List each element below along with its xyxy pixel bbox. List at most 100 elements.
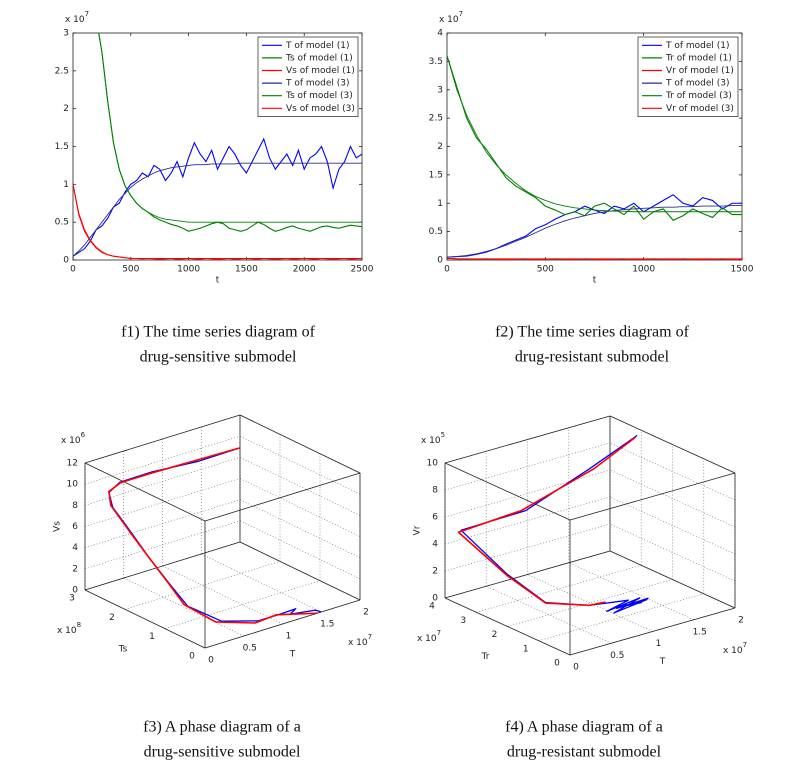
axis-exponent: x 106 bbox=[61, 431, 86, 446]
box-edge bbox=[239, 541, 361, 601]
caption-line: drug-sensitive submodel bbox=[144, 744, 301, 761]
z-tick-label: 12 bbox=[67, 459, 78, 469]
box-edge bbox=[84, 414, 241, 464]
legend-label: Tr of model (1) bbox=[665, 53, 732, 63]
x-tick-label: 2 bbox=[363, 608, 369, 618]
box-edge bbox=[84, 589, 206, 649]
legend-label: T of model (3) bbox=[665, 79, 730, 89]
y-tick-label: 0.5 bbox=[429, 227, 443, 237]
grid-line bbox=[239, 457, 361, 516]
caption-line: f1) The time series diagram of bbox=[121, 324, 316, 341]
exponent-power: 7 bbox=[368, 633, 372, 641]
series-line bbox=[447, 205, 742, 258]
exponent-base: x 10 bbox=[65, 15, 85, 25]
grid-line bbox=[84, 520, 241, 570]
exponent-power: 6 bbox=[81, 431, 86, 439]
x-tick-label: 0 bbox=[208, 656, 214, 666]
legend-label: Tr of model (3) bbox=[665, 91, 732, 101]
legend-label: Ts of model (1) bbox=[285, 53, 353, 63]
grid-line bbox=[609, 496, 736, 555]
grid-line bbox=[123, 577, 244, 637]
box-edge bbox=[204, 599, 361, 649]
grid-line bbox=[84, 456, 241, 506]
exponent-base: x 10 bbox=[723, 646, 743, 656]
exponent-power: 7 bbox=[437, 629, 441, 637]
x-tick-label: 2000 bbox=[293, 265, 316, 275]
x-tick-label: 0.5 bbox=[610, 651, 624, 661]
grid-line bbox=[527, 574, 653, 632]
box-edge bbox=[569, 607, 736, 656]
z-tick-label: 8 bbox=[432, 486, 438, 496]
y-tick-label: 0.5 bbox=[55, 218, 69, 228]
y-axis-label: Tr bbox=[481, 652, 490, 662]
legend-label: Vr of model (3) bbox=[666, 104, 734, 114]
x-tick-label: 1500 bbox=[235, 265, 258, 275]
x-tick-label: 2500 bbox=[351, 265, 374, 275]
z-tick-label: 4 bbox=[432, 540, 438, 550]
y-tick-label: 3 bbox=[460, 616, 466, 626]
exponent-power: 8 bbox=[77, 621, 81, 629]
grid-line bbox=[507, 579, 673, 627]
axis-exponent: x 105 bbox=[421, 431, 445, 446]
y-tick-label: 0 bbox=[437, 256, 443, 266]
x-axis-label: t bbox=[216, 276, 220, 286]
axis-exponent: x 107 bbox=[65, 10, 89, 25]
x-tick-label: 1000 bbox=[632, 265, 655, 275]
grid-line bbox=[162, 565, 283, 625]
legend-label: T of model (1) bbox=[285, 41, 350, 51]
legend-box bbox=[637, 36, 739, 117]
z-tick-label: 10 bbox=[67, 480, 79, 490]
z-tick-label: 10 bbox=[427, 459, 439, 469]
series-line bbox=[447, 257, 742, 260]
grid-line bbox=[609, 523, 736, 582]
box-edge bbox=[84, 541, 241, 591]
caption-line: drug-sensitive submodel bbox=[140, 349, 297, 366]
z-tick-label: 2 bbox=[432, 567, 438, 577]
y-tick-label: 3 bbox=[69, 594, 75, 604]
x-tick-label: 2 bbox=[738, 616, 744, 626]
y-tick-label: 0 bbox=[554, 659, 560, 669]
series-line bbox=[73, 137, 362, 257]
grid-line bbox=[239, 520, 361, 580]
exponent-base: x 10 bbox=[417, 634, 437, 644]
grid-line bbox=[609, 469, 736, 528]
box-edge bbox=[609, 550, 736, 609]
grid-line bbox=[164, 580, 321, 630]
series-line bbox=[447, 55, 742, 221]
x-axis-label: T bbox=[289, 650, 296, 660]
grid-line bbox=[239, 478, 361, 537]
box-edge bbox=[444, 550, 611, 599]
caption-line: f4) A phase diagram of a bbox=[505, 719, 663, 736]
exponent-power: 5 bbox=[441, 431, 445, 439]
y-tick-label: 2 bbox=[492, 630, 498, 640]
exponent-power: 7 bbox=[85, 10, 89, 18]
x-axis-label: T bbox=[659, 657, 666, 667]
y-tick-label: 1 bbox=[149, 632, 155, 642]
grid-line bbox=[84, 478, 241, 527]
x-tick-label: 500 bbox=[537, 265, 554, 275]
trajectory bbox=[108, 447, 322, 622]
z-tick-label: 4 bbox=[72, 543, 78, 553]
z-tick-label: 2 bbox=[72, 564, 78, 574]
box-edge bbox=[444, 597, 571, 656]
legend-label: Ts of model (3) bbox=[285, 91, 353, 101]
box-edge bbox=[84, 462, 206, 522]
y-tick-label: 3 bbox=[63, 29, 69, 39]
y-tick-label: 2 bbox=[109, 613, 115, 623]
series-line bbox=[447, 55, 742, 213]
y-tick-label: 2 bbox=[63, 104, 69, 114]
x-tick-label: 1 bbox=[286, 632, 292, 642]
x-tick-label: 500 bbox=[122, 265, 139, 275]
x-tick-label: 0 bbox=[573, 663, 579, 673]
x-tick-label: 0.5 bbox=[243, 644, 257, 654]
exponent-base: x 10 bbox=[439, 15, 459, 25]
exponent-base: x 10 bbox=[57, 626, 77, 636]
grid-line bbox=[124, 560, 281, 610]
trajectory bbox=[457, 436, 636, 607]
exponent-power: 7 bbox=[459, 10, 463, 18]
z-axis-label: Vs bbox=[53, 521, 63, 532]
exponent-base: x 10 bbox=[61, 436, 81, 446]
x-tick-label: 1500 bbox=[731, 265, 754, 275]
